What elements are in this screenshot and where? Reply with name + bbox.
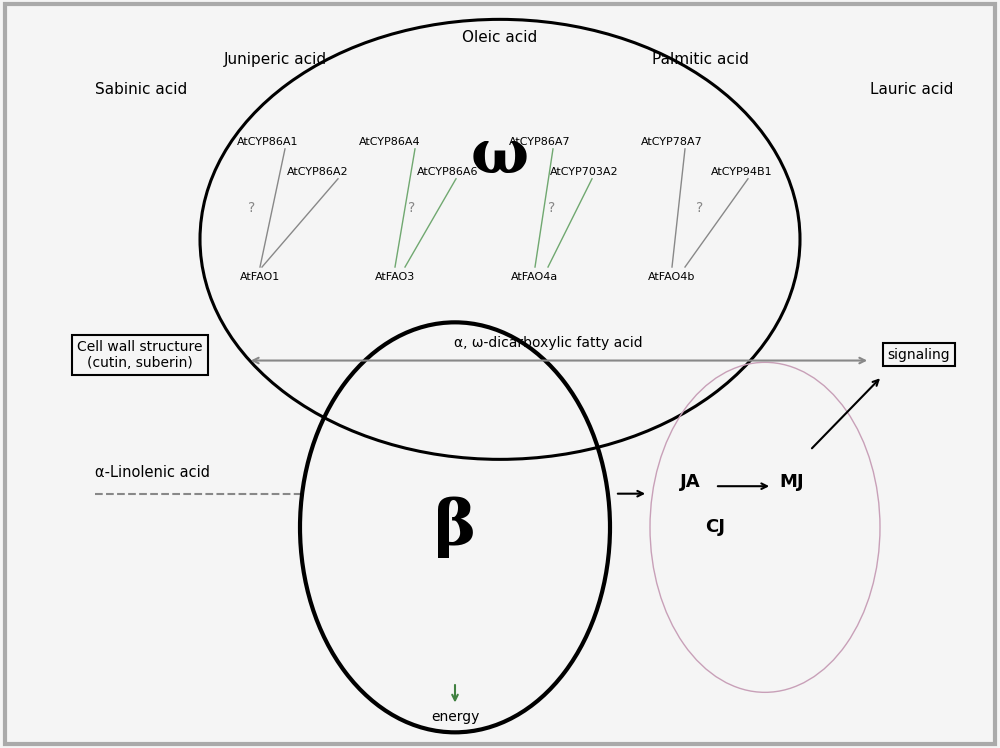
- Text: Cell wall structure
(cutin, suberin): Cell wall structure (cutin, suberin): [77, 340, 203, 370]
- Text: AtCYP78A7: AtCYP78A7: [641, 137, 703, 147]
- Text: CJ: CJ: [705, 518, 725, 536]
- Text: Sabinic acid: Sabinic acid: [95, 82, 187, 97]
- Text: α-Linolenic acid: α-Linolenic acid: [95, 465, 210, 480]
- Text: Oleic acid: Oleic acid: [462, 30, 538, 45]
- Text: AtCYP86A7: AtCYP86A7: [509, 137, 571, 147]
- Text: Palmitic acid: Palmitic acid: [652, 52, 748, 67]
- Text: AtCYP86A6: AtCYP86A6: [417, 167, 479, 177]
- Text: AtCYP86A2: AtCYP86A2: [287, 167, 349, 177]
- Text: AtFAO3: AtFAO3: [375, 272, 415, 282]
- Text: ω: ω: [471, 126, 529, 186]
- Text: AtCYP94B1: AtCYP94B1: [711, 167, 773, 177]
- Text: α, ω-dicarboxylic fatty acid: α, ω-dicarboxylic fatty acid: [454, 336, 642, 350]
- Text: AtCYP86A4: AtCYP86A4: [359, 137, 421, 147]
- Text: JA: JA: [680, 473, 700, 491]
- Text: ?: ?: [248, 201, 256, 215]
- Text: AtCYP86A1: AtCYP86A1: [237, 137, 299, 147]
- Text: ?: ?: [408, 201, 416, 215]
- Text: ?: ?: [696, 201, 704, 215]
- Text: AtFAO4b: AtFAO4b: [648, 272, 696, 282]
- Text: AtFAO1: AtFAO1: [240, 272, 280, 282]
- Text: AtCYP703A2: AtCYP703A2: [550, 167, 618, 177]
- Text: ?: ?: [548, 201, 556, 215]
- Text: signaling: signaling: [888, 348, 950, 361]
- Text: MJ: MJ: [780, 473, 804, 491]
- Text: Juniperic acid: Juniperic acid: [223, 52, 327, 67]
- Text: Lauric acid: Lauric acid: [870, 82, 953, 97]
- Text: AtFAO4a: AtFAO4a: [511, 272, 559, 282]
- Text: energy: energy: [431, 710, 479, 723]
- Text: β: β: [434, 497, 476, 558]
